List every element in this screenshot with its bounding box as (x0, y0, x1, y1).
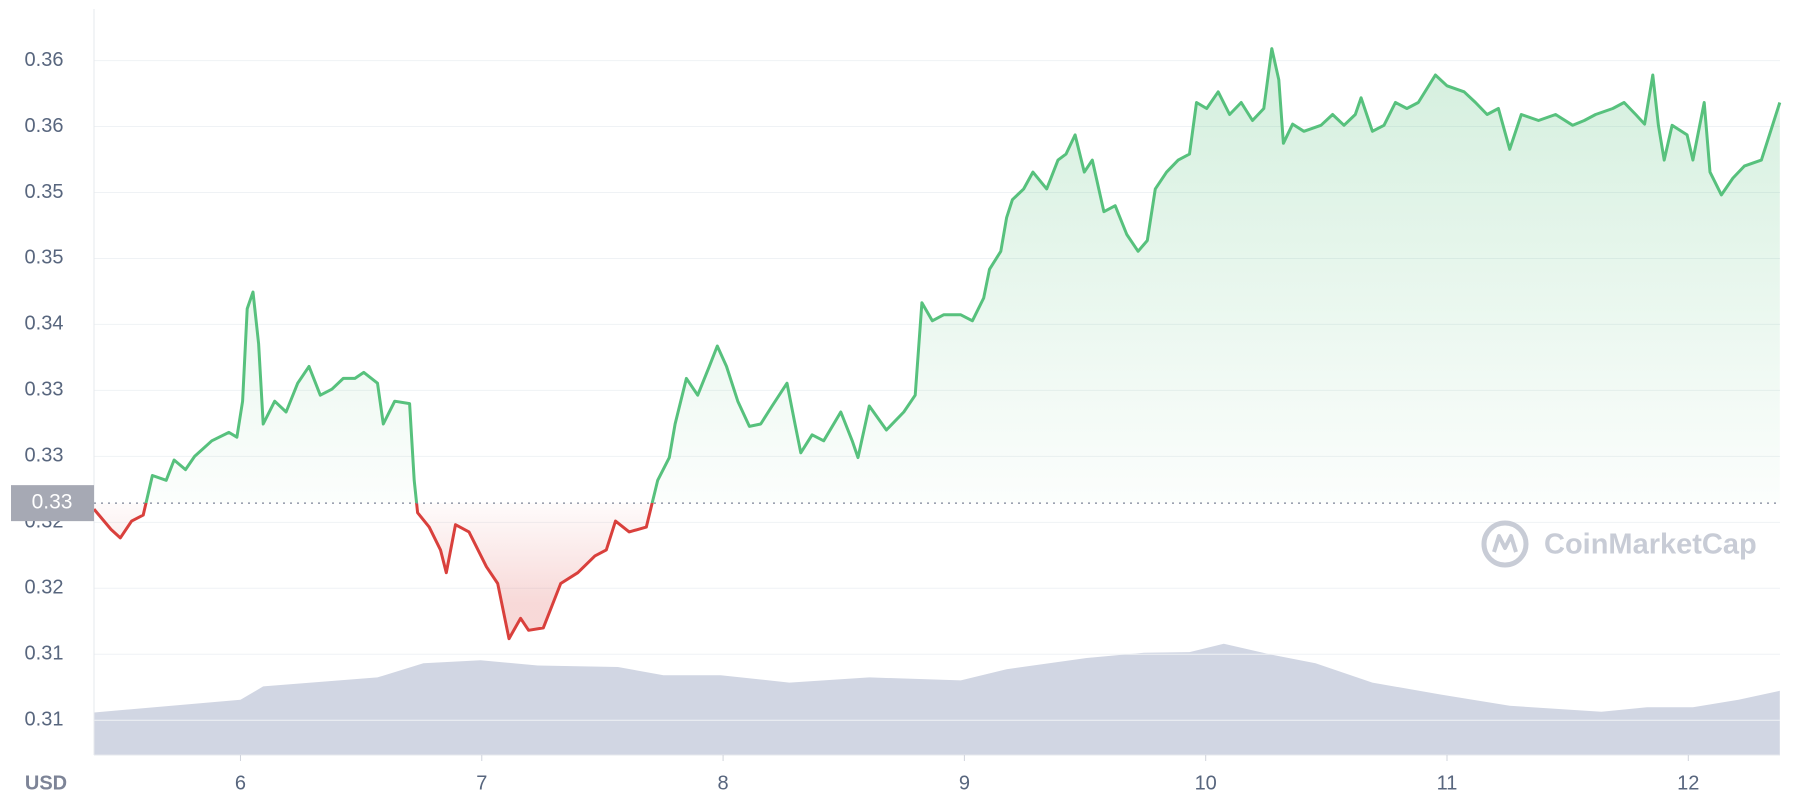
y-tick-label: 0.33 (25, 445, 64, 467)
x-tick-label: 8 (718, 772, 729, 794)
label-layer: 0.33 (11, 485, 1780, 522)
x-tick-label: 11 (1437, 772, 1458, 794)
axis-unit: USD (25, 772, 67, 794)
x-tick-label: 10 (1195, 772, 1217, 794)
x-tick-label: 9 (959, 772, 970, 794)
price-line (92, 47, 1782, 641)
volume-area (94, 643, 1780, 755)
y-tick-label: 0.31 (25, 643, 64, 665)
watermark-logo-m (1492, 534, 1518, 553)
baseline-label: 0.33 (32, 491, 73, 514)
y-tick-label: 0.31 (25, 708, 64, 730)
price-layer (92, 47, 1782, 641)
y-tick-label: 0.32 (25, 577, 64, 599)
x-tick-label: 6 (235, 772, 246, 794)
price-area (94, 48, 1780, 639)
baseline-badge (11, 485, 94, 522)
y-tick-label: 0.36 (25, 115, 64, 137)
watermark: CoinMarketCap (1481, 520, 1757, 568)
y-tick-label: 0.34 (25, 313, 64, 335)
y-tick-label: 0.35 (25, 181, 64, 203)
x-tick-label: 12 (1677, 772, 1699, 794)
y-tick-label: 0.36 (25, 49, 64, 71)
x-tick-label: 7 (476, 772, 487, 794)
y-tick-label: 0.35 (25, 247, 64, 269)
watermark-logo (1481, 520, 1529, 568)
y-tick-label: 0.33 (25, 379, 64, 401)
watermark-text: CoinMarketCap (1544, 529, 1757, 561)
volume-layer (94, 643, 1780, 755)
